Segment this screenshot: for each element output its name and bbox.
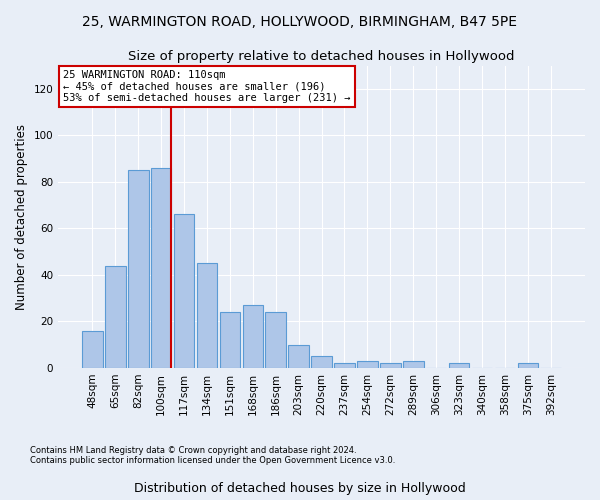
Title: Size of property relative to detached houses in Hollywood: Size of property relative to detached ho… — [128, 50, 515, 63]
Bar — [449, 364, 469, 368]
Bar — [220, 312, 240, 368]
Bar — [82, 331, 103, 368]
Bar — [380, 364, 401, 368]
Bar — [403, 361, 424, 368]
Bar — [357, 361, 378, 368]
Text: Distribution of detached houses by size in Hollywood: Distribution of detached houses by size … — [134, 482, 466, 495]
Bar — [242, 305, 263, 368]
Bar — [311, 356, 332, 368]
Bar — [128, 170, 149, 368]
Bar — [174, 214, 194, 368]
Bar — [518, 364, 538, 368]
Text: 25, WARMINGTON ROAD, HOLLYWOOD, BIRMINGHAM, B47 5PE: 25, WARMINGTON ROAD, HOLLYWOOD, BIRMINGH… — [83, 15, 517, 29]
Text: 25 WARMINGTON ROAD: 110sqm
← 45% of detached houses are smaller (196)
53% of sem: 25 WARMINGTON ROAD: 110sqm ← 45% of deta… — [64, 70, 351, 103]
Bar — [265, 312, 286, 368]
Text: Contains HM Land Registry data © Crown copyright and database right 2024.
Contai: Contains HM Land Registry data © Crown c… — [30, 446, 395, 465]
Y-axis label: Number of detached properties: Number of detached properties — [15, 124, 28, 310]
Bar — [151, 168, 172, 368]
Bar — [334, 364, 355, 368]
Bar — [289, 344, 309, 368]
Bar — [105, 266, 125, 368]
Bar — [197, 264, 217, 368]
